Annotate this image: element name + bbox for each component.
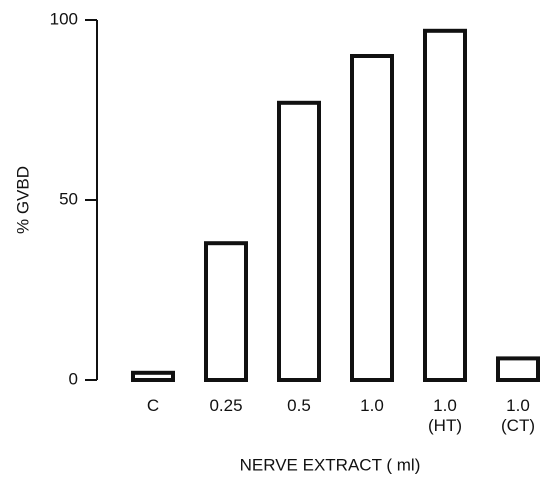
x-tick-label: C bbox=[146, 396, 160, 415]
x-tick-label: 0.5 bbox=[287, 396, 311, 415]
y-tick-label: 0 bbox=[69, 369, 78, 388]
x-tick-label: 0.25 bbox=[209, 396, 243, 415]
bar bbox=[496, 356, 540, 382]
y-tick-label: 50 bbox=[59, 189, 78, 208]
bar bbox=[423, 28, 467, 383]
x-tick-label: 1.0 (CT) bbox=[501, 396, 535, 435]
y-axis-label: % GVBD bbox=[13, 166, 32, 234]
x-tick-label: 1.0 bbox=[360, 396, 384, 415]
y-tick-label: 100 bbox=[50, 9, 78, 28]
x-axis-label: NERVE EXTRACT ( ml) bbox=[240, 455, 421, 474]
bar bbox=[277, 100, 321, 383]
x-tick-label: 1.0 (HT) bbox=[428, 396, 462, 435]
bar bbox=[131, 370, 175, 382]
bar bbox=[350, 54, 394, 382]
bar bbox=[204, 241, 248, 382]
